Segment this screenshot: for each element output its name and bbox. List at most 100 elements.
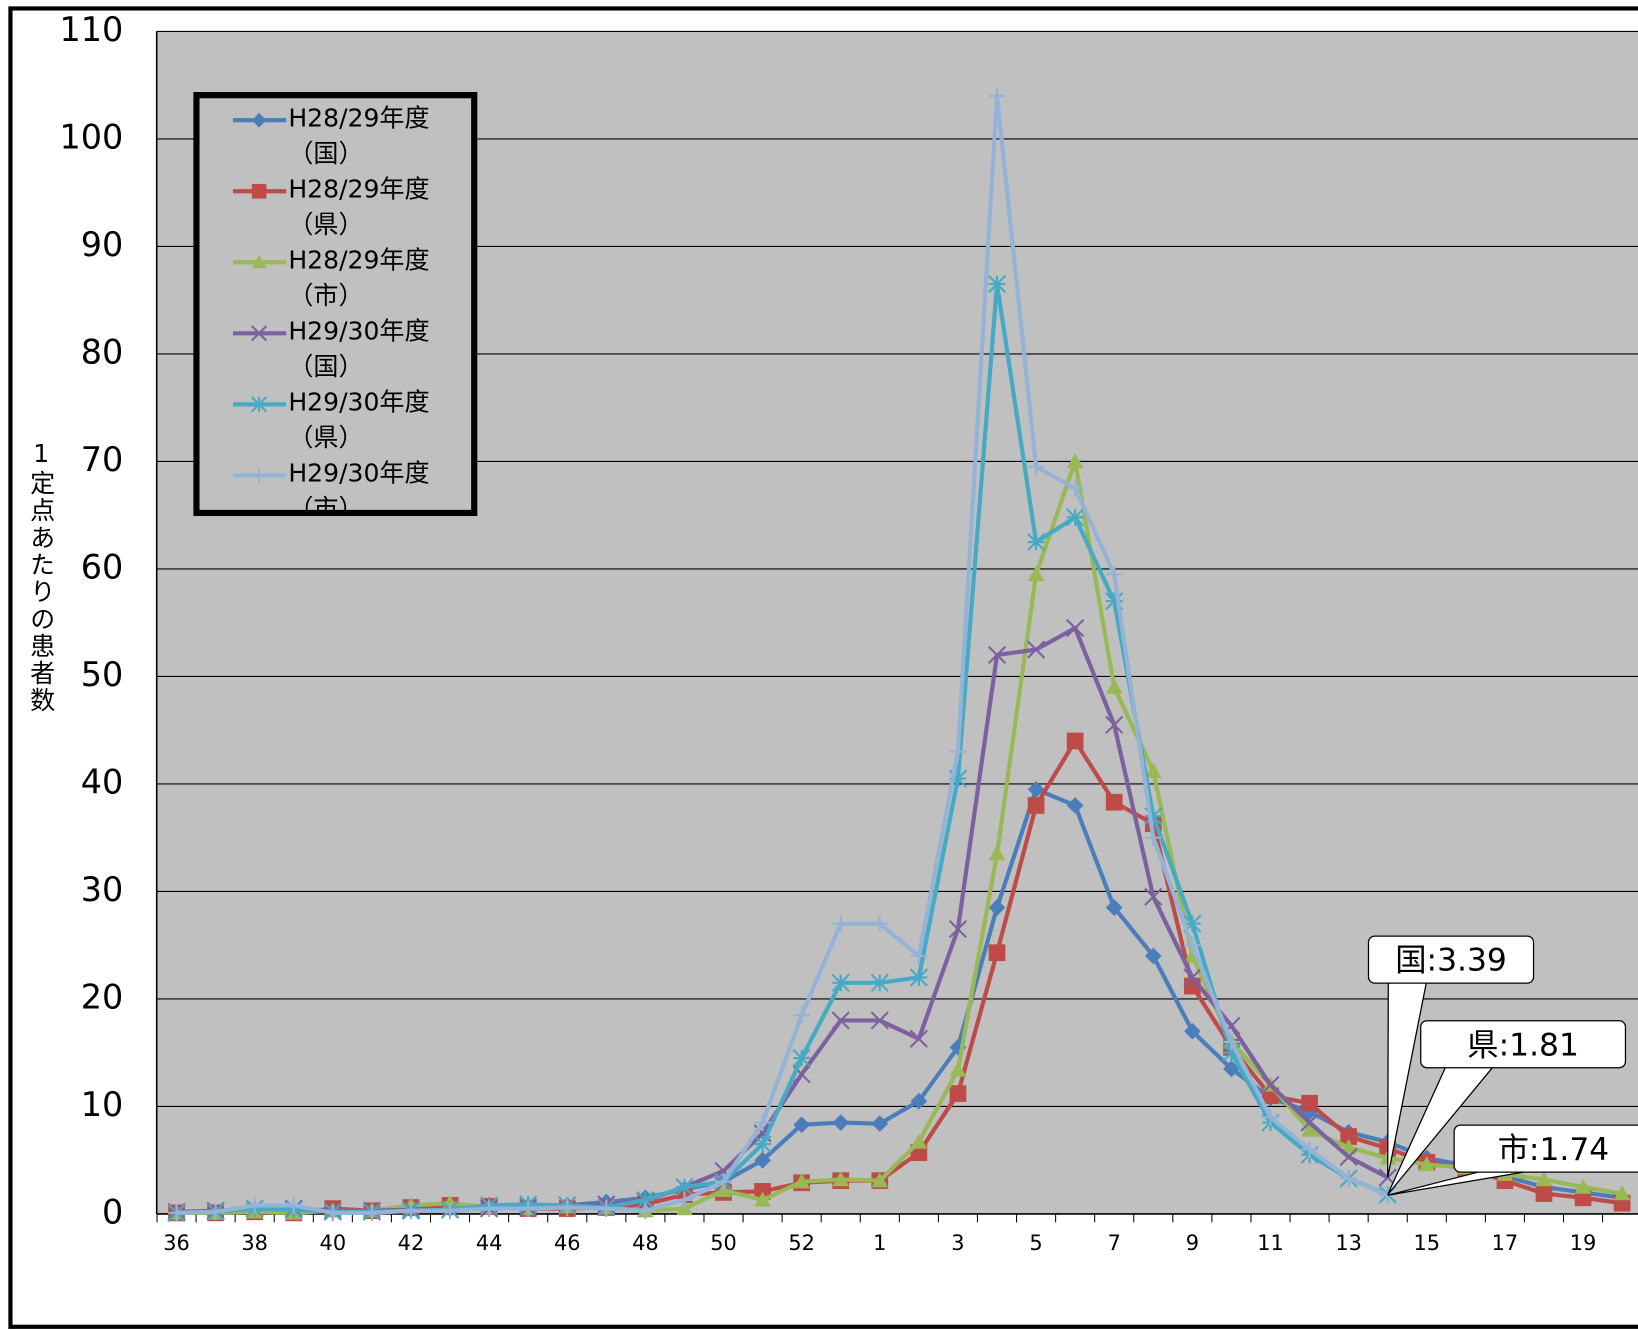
x-tick-label: 9	[1186, 1231, 1199, 1255]
marker	[636, 1190, 655, 1210]
x-tick-label: 7	[1108, 1231, 1121, 1255]
callout-leader	[1387, 982, 1427, 1178]
legend-holder: H28/29年度（国）H28/29年度（県）H28/29年度（市） H29/30年…	[193, 92, 478, 517]
legend-swatch	[232, 325, 287, 342]
y-tick-label: 110	[60, 10, 124, 49]
x-tick-label: 5	[1029, 1231, 1042, 1255]
legend-label: H29/30年度（県）	[288, 387, 430, 453]
marker	[832, 915, 850, 933]
marker	[1105, 715, 1124, 734]
legend-swatch	[232, 183, 287, 199]
marker	[1340, 1138, 1357, 1154]
marker	[1222, 1043, 1241, 1062]
marker	[1144, 947, 1162, 965]
x-tick-label: 44	[476, 1231, 503, 1255]
marker	[675, 1177, 694, 1197]
marker	[910, 947, 928, 965]
marker	[1144, 762, 1162, 778]
x-tick-label: 13	[1335, 1231, 1362, 1255]
y-tick-label: 50	[81, 655, 124, 694]
y-tick-label: 60	[81, 547, 124, 586]
legend-label: H28/29年度（県）	[288, 174, 430, 240]
legend-entry: H28/29年度（県）	[231, 171, 471, 242]
annotation: 県:1.81	[1467, 1027, 1579, 1063]
marker	[251, 183, 267, 199]
marker	[402, 1202, 420, 1220]
legend-swatch	[232, 112, 287, 128]
marker	[1340, 1170, 1357, 1187]
marker	[910, 1092, 928, 1110]
marker	[1262, 1108, 1279, 1126]
marker	[715, 1173, 732, 1191]
marker	[324, 1204, 342, 1222]
y-tick-label: 90	[81, 225, 124, 264]
marker	[949, 743, 967, 761]
marker	[754, 1191, 771, 1207]
marker	[1418, 1156, 1436, 1172]
legend-entry: H29/30年度（市）	[231, 456, 471, 510]
marker	[558, 1199, 576, 1216]
marker	[480, 1200, 498, 1217]
marker	[1144, 829, 1162, 847]
x-tick-label: 42	[398, 1231, 425, 1255]
marker	[1183, 936, 1201, 954]
marker	[988, 944, 1006, 962]
marker	[1026, 532, 1046, 552]
x-tick-label: 40	[320, 1231, 347, 1255]
x-tick-label: 50	[710, 1231, 737, 1255]
marker	[1027, 780, 1045, 798]
marker	[246, 1197, 264, 1214]
legend-label: H28/29年度（市）	[288, 245, 430, 311]
legend-swatch	[232, 468, 287, 483]
marker	[793, 1173, 811, 1189]
marker	[988, 87, 1006, 105]
marker	[832, 1114, 850, 1131]
legend: H28/29年度（国） H28/29年度（県） H28/29年度（市） H29/30年…	[193, 92, 478, 517]
marker	[1223, 1033, 1240, 1051]
marker	[251, 325, 268, 342]
marker	[831, 1011, 850, 1030]
legend-swatch	[232, 254, 287, 269]
legend-label: H28/29年度（国）	[288, 103, 430, 169]
legend-swatch	[232, 396, 287, 413]
callout-box	[1453, 1124, 1638, 1173]
marker	[1574, 1178, 1592, 1194]
marker	[793, 1006, 811, 1024]
marker	[754, 1114, 771, 1131]
x-tick-label: 36	[163, 1231, 190, 1255]
y-tick-label: 20	[81, 977, 124, 1016]
marker	[871, 1115, 889, 1133]
marker	[871, 915, 889, 933]
marker	[909, 968, 928, 987]
marker	[949, 1085, 967, 1102]
x-tick-label: 52	[788, 1231, 815, 1255]
marker	[870, 973, 889, 992]
x-tick-label: 46	[554, 1231, 581, 1255]
callout-box	[1367, 935, 1535, 984]
marker	[1066, 618, 1085, 638]
x-tick-label: 48	[632, 1231, 659, 1255]
marker	[1066, 453, 1084, 469]
marker	[1261, 1075, 1280, 1095]
marker	[1105, 793, 1123, 811]
marker	[285, 1197, 303, 1214]
callout-leader	[1387, 1171, 1524, 1196]
marker	[831, 973, 850, 992]
marker	[1535, 1185, 1553, 1202]
marker	[910, 1133, 928, 1149]
marker	[168, 1204, 185, 1222]
legend-entry: H29/30年度（県）	[231, 385, 471, 456]
marker	[441, 1202, 459, 1220]
marker	[1301, 1094, 1318, 1112]
marker	[1183, 968, 1202, 987]
marker	[1105, 565, 1123, 583]
marker	[519, 1200, 537, 1217]
legend-entry: H28/29年度（市）	[231, 242, 471, 313]
y-axis-label: 1定点あたりの患者数	[27, 439, 56, 715]
marker	[637, 1202, 654, 1220]
y-tick-label: 30	[81, 870, 124, 909]
marker	[676, 1191, 693, 1209]
x-tick-label: 19	[1570, 1231, 1597, 1255]
marker	[251, 468, 267, 483]
marker	[1223, 1060, 1240, 1078]
